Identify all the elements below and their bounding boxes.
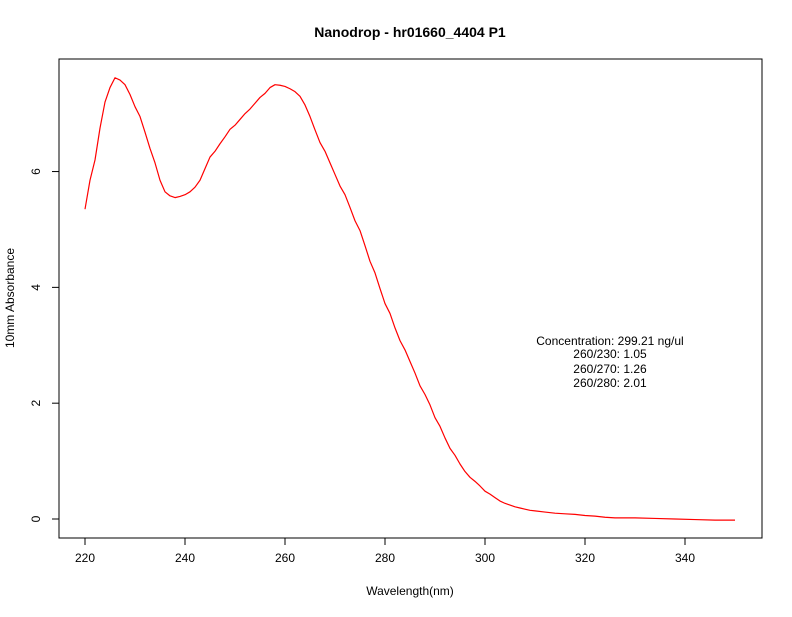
x-tick-label: 220 (75, 551, 95, 565)
annotation-block: Concentration: 299.21 ng/ul 260/230: 1.0… (536, 334, 683, 390)
y-tick-label: 4 (29, 284, 43, 291)
series-line (84, 77, 735, 521)
chart-title: Nanodrop - hr01660_4404 P1 (314, 24, 506, 40)
x-tick-label: 280 (375, 551, 395, 565)
y-tick-label: 2 (29, 400, 43, 407)
ratio-260-280-annotation: 260/280: 2.01 (573, 376, 647, 390)
y-axis: 0 2 4 6 (29, 168, 60, 522)
x-axis: 220 240 260 280 300 320 340 (75, 537, 695, 565)
y-tick-label: 0 (29, 515, 43, 522)
x-tick-label: 300 (475, 551, 495, 565)
y-axis-label: 10mm Absorbance (3, 248, 17, 348)
plot-frame (58, 58, 763, 539)
series-layer (84, 77, 735, 521)
x-tick-label: 340 (675, 551, 695, 565)
x-axis-label: Wavelength(nm) (366, 584, 454, 598)
ratio-260-230-annotation: 260/230: 1.05 (573, 347, 647, 361)
x-tick-label: 240 (175, 551, 195, 565)
x-tick-label: 320 (575, 551, 595, 565)
concentration-annotation: Concentration: 299.21 ng/ul (536, 334, 683, 348)
y-tick-label: 6 (29, 168, 43, 175)
ratio-260-270-annotation: 260/270: 1.26 (573, 362, 647, 376)
x-tick-label: 260 (275, 551, 295, 565)
